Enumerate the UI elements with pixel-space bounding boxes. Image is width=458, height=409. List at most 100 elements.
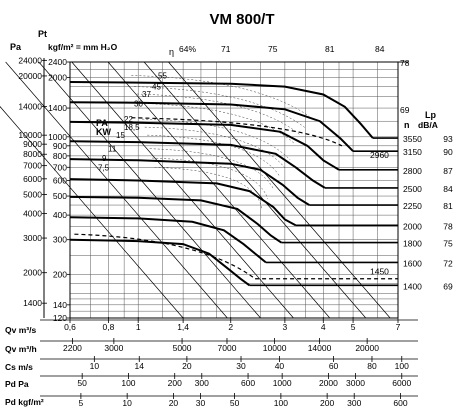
lp-value: 90 (443, 147, 453, 157)
bottom-scale-label: Pd Pa (5, 379, 29, 389)
pa-tick-label: 20000 (18, 71, 42, 81)
power-line (139, 103, 296, 145)
n-axis-label: n (404, 120, 410, 130)
bottom-tick-label: 5000 (173, 343, 192, 353)
fan-curve-3150 (69, 101, 354, 152)
bottom-scales: Qv m³/s 0,6 0,8 1 1,4 2 3 4 5 7 Qv m³/h 2200 3000 500… (5, 322, 411, 408)
power-line (147, 134, 280, 177)
lp-value: 84 (443, 184, 453, 194)
bottom-tick-label: 1 (136, 322, 141, 332)
fan-curve-2800 (69, 120, 340, 171)
bottom-tick-label: 14 (135, 361, 145, 371)
power-label: 45 (152, 83, 161, 92)
bottom-tick-label: 100 (274, 398, 288, 408)
power-label: 30 (134, 99, 143, 108)
bottom-tick-label: 3000 (346, 378, 365, 388)
kgf-tick-label: 600 (53, 175, 67, 185)
efficiency-line (168, 61, 391, 319)
speed-label: 2800 (403, 166, 422, 176)
efficiency-label: 64% (179, 44, 196, 54)
efficiency-line (143, 61, 367, 319)
bottom-tick-label: 3 (283, 322, 288, 332)
efficiency-line (38, 61, 261, 319)
kgf-tick-label: 900 (53, 141, 67, 151)
bottom-tick-label: 2 (228, 322, 233, 332)
efficiency-line (5, 61, 228, 319)
bottom-tick-label: 1,4 (177, 322, 189, 332)
power-label: 9 (102, 154, 107, 163)
bottom-tick-label: 20000 (355, 343, 379, 353)
lp-value: 87 (443, 166, 453, 176)
axes (40, 58, 418, 399)
lp-value: 69 (443, 281, 453, 291)
power-line (144, 126, 286, 169)
kgf-tick-label: 300 (53, 235, 67, 245)
bottom-tick-label: 80 (367, 361, 377, 371)
bottom-tick-label: 7000 (218, 343, 237, 353)
speed-label: 1600 (403, 258, 422, 268)
eta-symbol: η (169, 47, 174, 57)
bottom-tick-label: 10 (90, 361, 100, 371)
fan-curve-1800 (69, 195, 282, 244)
bottom-tick-label: 300 (195, 378, 209, 388)
bottom-tick-label: 40 (275, 361, 285, 371)
fan-curve-2250 (69, 158, 310, 206)
power-label: 15 (116, 131, 125, 140)
bottom-scale-label: Qv m³/s (5, 325, 36, 335)
fan-curve-3550 (69, 81, 374, 139)
power-line (142, 118, 291, 161)
kgf-tick-label: 2000 (48, 73, 67, 83)
speed-label: 3150 (403, 147, 422, 157)
bottom-tick-label: 0,6 (64, 322, 76, 332)
efficiency-line (107, 61, 331, 319)
pa-axis-label: Pa (10, 42, 22, 52)
bottom-tick-label: 4 (321, 322, 326, 332)
kgf-tick-label: 400 (53, 210, 67, 220)
kgf-tick-label: 500 (53, 191, 67, 201)
bottom-tick-label: 300 (347, 398, 361, 408)
kgf-tick-label: 800 (53, 151, 67, 161)
power-line (152, 157, 269, 199)
efficiency-lines (0, 61, 391, 319)
fan-curve-2500 (69, 140, 326, 189)
bottom-scale-label: Pd kgf/m² (5, 397, 44, 407)
lp-value: 72 (443, 258, 453, 268)
kgf-tick-label: 200 (53, 269, 67, 279)
efficiency-label: 81 (325, 44, 335, 54)
speed-label: 2000 (403, 221, 422, 231)
power-line (149, 148, 274, 190)
bottom-scale-label: Cs m/s (5, 362, 33, 372)
speed-label: 2250 (403, 201, 422, 211)
efficiency-label: 75 (268, 44, 278, 54)
power-label: 11 (108, 145, 117, 154)
pa-tick-label: 4000 (23, 208, 42, 218)
fan-curve-1400 (69, 238, 250, 287)
kgf-axis-label: kgf/m² = mm H₂O (48, 42, 118, 52)
bottom-tick-label: 50 (77, 378, 87, 388)
pa-tick-label: 5000 (23, 189, 42, 199)
fan-curve-2960 (131, 117, 343, 147)
efficiency-label: 69 (400, 105, 410, 115)
bottom-tick-label: 14000 (308, 343, 332, 353)
efficiency-line (0, 106, 184, 319)
power-line (136, 93, 301, 136)
lp-value: 78 (443, 221, 453, 231)
plot-frame (69, 61, 399, 319)
fan-curves (69, 81, 398, 287)
bottom-tick-label: 20 (182, 361, 192, 371)
bottom-tick-label: 50 (230, 398, 240, 408)
pt-symbol: Pt (38, 29, 47, 39)
power-line (154, 167, 262, 209)
bottom-tick-label: 7 (396, 322, 401, 332)
kgf-tick-label: 2400 (48, 57, 67, 67)
efficiency-label: 71 (221, 44, 231, 54)
pa-tick-label: 2000 (23, 268, 42, 278)
bottom-scale-label: Qv m³/h (5, 344, 37, 354)
kgf-tick-label: 140 (53, 300, 67, 310)
fan-curve-2000 (69, 178, 297, 227)
bottom-tick-label: 30 (236, 361, 246, 371)
power-label: 37 (142, 90, 151, 99)
kgf-tick-label: 1000 (48, 132, 67, 142)
power-label: 55 (158, 71, 167, 80)
